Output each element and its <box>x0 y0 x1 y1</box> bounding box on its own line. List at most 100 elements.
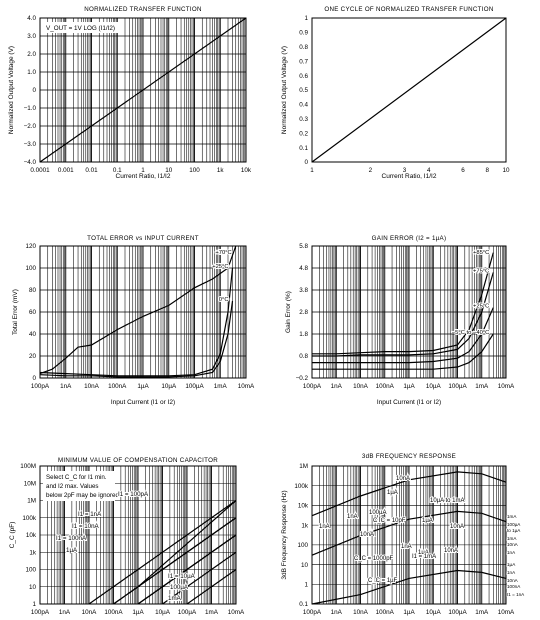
c2-plot-frame <box>311 17 507 163</box>
c2-xtick-label: 10 <box>502 167 510 174</box>
c5-series-line <box>88 500 237 605</box>
c4-ytick-label: 1.8 <box>299 331 308 338</box>
c2-ytick-label: 0.3 <box>299 116 308 123</box>
c3-ytick-label: 120 <box>25 243 36 250</box>
c4-series-line <box>312 272 494 357</box>
c6-curve-label: 10nA <box>507 578 519 583</box>
c6-curve-label: 100µA <box>369 510 386 516</box>
c4-series-line <box>312 333 494 370</box>
c6-ytick-label: 10 <box>301 562 309 569</box>
c5-annotation-bg <box>43 471 115 501</box>
c1-ytick-label: 2.0 <box>27 51 36 58</box>
c6-curve-label: 100µA <box>507 522 521 527</box>
c1-ytick-label: −3.0 <box>24 141 37 148</box>
c4-plot-frame <box>311 245 507 379</box>
c1-ytick-label: 3.0 <box>27 33 36 40</box>
c5-curve-label: I1 = 1nA <box>78 511 102 518</box>
c2-title: ONE CYCLE OF NORMALIZED TRANSFER FUNCTIO… <box>324 6 493 13</box>
c3-series-line <box>39 245 237 375</box>
c1-chart: NORMALIZED TRANSFER FUNCTION 0.0001 0.001 0… <box>8 6 252 180</box>
c5-ytick-label: 1M <box>27 498 36 505</box>
c2-chart: ONE CYCLE OF NORMALIZED TRANSFER FUNCTIO… <box>281 6 510 180</box>
c5-series-line <box>137 500 237 588</box>
c6-plot-frame <box>311 465 507 605</box>
c5-xtick-label: 1mA <box>205 609 219 616</box>
c3-xtick-label: 10mA <box>238 383 255 390</box>
c3-series-line <box>39 300 234 378</box>
c3-chart: TOTAL ERROR vs INPUT CURRENT 100pA 1nA 10nA… <box>12 235 255 406</box>
c5-series-line <box>162 551 237 605</box>
c5-series-line <box>186 569 237 605</box>
c6-xtick-label: 100µA <box>448 609 467 616</box>
c5-curve-label: I1 = 100pA <box>118 491 149 498</box>
c3-series-label: +25°C <box>212 264 228 270</box>
c5-ytick-label: 1 <box>32 601 36 608</box>
c2-xtick-label: 1 <box>310 167 314 174</box>
c6-curve-label: 100nA <box>507 584 521 589</box>
c4-xtick-label: 10mA <box>498 383 515 390</box>
c3-x-axis-label: Input Current (I1 or I2) <box>111 399 175 406</box>
c4-xtick-label: 100pA <box>303 383 322 390</box>
c4-xtick-label: 100nA <box>376 383 395 390</box>
c4-series-label: +75°C <box>473 268 489 274</box>
c5-ytick-label: 100k <box>22 515 37 522</box>
c5-ytick-label: 10 <box>29 584 37 591</box>
c6-xtick-label: 1nA <box>331 609 343 616</box>
c1-y-axis-label: Normalized Output Voltage (V) <box>8 46 15 134</box>
c6-xtick-label: 100pA <box>303 609 322 616</box>
c6-curve-label: 10nA <box>450 524 464 530</box>
c2-xtick-label: 3 <box>403 167 407 174</box>
c6-xtick-label: 10mA <box>498 609 515 616</box>
c3-ytick-label: 20 <box>29 353 37 360</box>
c1-title: NORMALIZED TRANSFER FUNCTION <box>84 6 202 13</box>
c4-ytick-label: 2.8 <box>299 309 308 316</box>
c1-ytick-label: 1.0 <box>27 69 36 76</box>
c5-annotation-line: and I2 max. Values <box>46 483 99 490</box>
c4-ytick-label: 0.8 <box>299 353 308 360</box>
c6-ytick-label: 1 <box>304 581 308 588</box>
c6-curve-label: C_C = 1µF <box>368 578 398 584</box>
c3-ytick-label: 60 <box>29 309 37 316</box>
c6-ytick-label: 1k <box>301 522 309 529</box>
c6-series-line <box>311 471 507 517</box>
c3-ytick-label: 40 <box>29 331 37 338</box>
c3-xtick-label: 100µA <box>185 383 204 390</box>
c1-ytick-label: 0 <box>32 87 36 94</box>
c4-series-line <box>312 307 494 364</box>
c6-ytick-label: 0.1 <box>299 601 308 608</box>
c6-curve-label: 1nA <box>507 550 516 555</box>
c3-ytick-label: 100 <box>25 265 36 272</box>
c4-xtick-label: 1nA <box>331 383 343 390</box>
c5-annotation-line: Select C_C for I1 min. <box>46 474 107 481</box>
c5-xtick-label: 10µA <box>155 609 171 616</box>
c6-ytick-label: 100k <box>294 483 309 490</box>
c4-xtick-label: 1mA <box>475 383 489 390</box>
c3-xtick-label: 100pA <box>31 383 50 390</box>
c5-annotation-line: below 2pF may be ignored. <box>46 492 121 499</box>
c1-xtick-label: 100 <box>189 167 200 174</box>
c6-xtick-label: 10nA <box>353 609 369 616</box>
c4-series-label: +25°C <box>473 304 489 310</box>
c6-ytick-label: 10k <box>298 503 309 510</box>
c3-y-axis-label: Total Error (mV) <box>12 289 19 335</box>
c3-xtick-label: 1nA <box>60 383 72 390</box>
c2-ytick-label: 0.7 <box>299 58 308 65</box>
c1-annotation: V_OUT = 1V LOG (I1/I2) <box>46 25 115 32</box>
c1-ytick-label: −2.0 <box>24 123 37 130</box>
c4-ytick-label: −0.2 <box>296 375 309 382</box>
c3-xtick-label: 10µA <box>161 383 177 390</box>
c4-ytick-label: 3.8 <box>299 287 308 294</box>
c2-ytick-label: 0.9 <box>299 30 308 37</box>
c3-xtick-label: 1µA <box>137 383 149 390</box>
c4-chart: GAIN ERROR (I2 = 1µA) 100pA 1nA 10nA 100nA 1µ… <box>285 235 515 406</box>
c6-xtick-label: 10µA <box>426 609 442 616</box>
c5-ytick-label: 10k <box>26 532 37 539</box>
c5-xtick-label: 1µA <box>132 609 144 616</box>
c4-grid <box>311 245 506 379</box>
c3-series-label: 0°C <box>219 297 229 303</box>
c6-curve-label: I1 = 1mA <box>412 554 436 560</box>
c4-xtick-label: 10nA <box>353 383 369 390</box>
c3-title: TOTAL ERROR vs INPUT CURRENT <box>87 235 199 242</box>
c5-series-line <box>137 534 237 605</box>
